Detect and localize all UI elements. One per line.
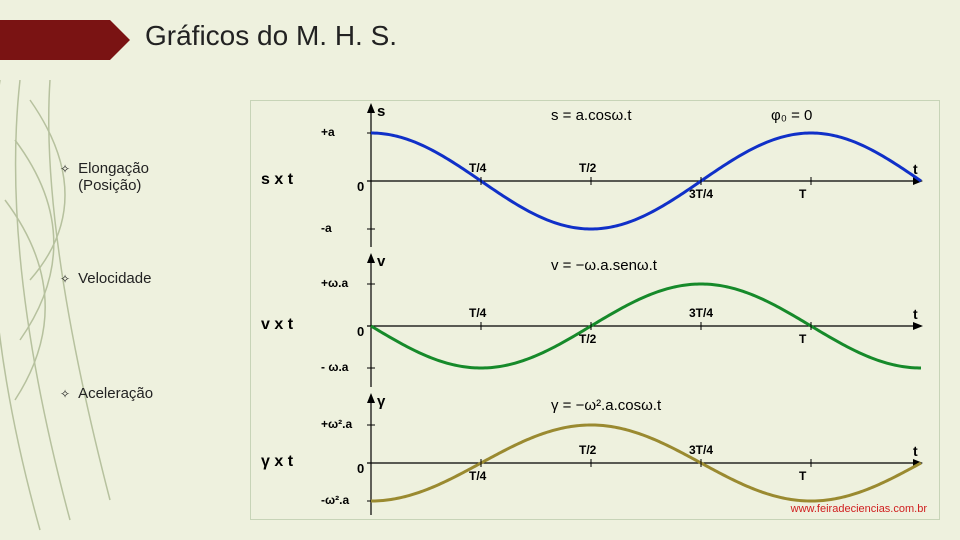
y-axis-label: s	[377, 103, 385, 120]
chart-position: s +a -a 0 s x t s = a.cosω.t φ₀ = 0 t T/4 T/2 3T/4…	[251, 101, 939, 251]
xtick-label: T	[799, 187, 806, 201]
y-minus-label: - ω.a	[321, 360, 348, 374]
xtick-label: T/4	[469, 161, 486, 175]
bullet-marker-icon: ✧	[60, 270, 70, 288]
chart-ylabel: γ x t	[261, 453, 293, 471]
zero-label: 0	[357, 324, 364, 339]
t-axis-label: t	[913, 443, 918, 459]
bullet-marker-icon: ✧	[60, 385, 70, 403]
bullet-label: Velocidade	[78, 270, 151, 287]
y-plus-label: +ω².a	[321, 417, 352, 431]
charts-panel: s +a -a 0 s x t s = a.cosω.t φ₀ = 0 t T/4 T/2 3T/4…	[250, 100, 940, 520]
bullet-aceleracao: ✧ Aceleração	[60, 385, 153, 403]
equation-label: v = −ω.a.senω.t	[551, 257, 657, 274]
t-axis-label: t	[913, 161, 918, 177]
zero-label: 0	[357, 461, 364, 476]
chart-acceleration: γ +ω².a -ω².a 0 γ x t γ = −ω².a.cosω.t t T/4 T/2…	[251, 391, 939, 519]
t-axis-label: t	[913, 306, 918, 322]
slide-title: Gráficos do M. H. S.	[145, 20, 397, 52]
bullet-label: Aceleração	[78, 385, 153, 402]
y-axis-label: v	[377, 253, 385, 270]
y-plus-label: +a	[321, 125, 335, 139]
xtick-label: T/2	[579, 161, 596, 175]
xtick-label: T	[799, 332, 806, 346]
chart-ylabel: s x t	[261, 171, 293, 189]
bullet-elongacao: ✧ Elongação (Posição)	[60, 160, 149, 194]
equation-label: γ = −ω².a.cosω.t	[551, 397, 661, 414]
bullet-sublabel: (Posição)	[78, 177, 141, 194]
y-minus-label: -ω².a	[321, 493, 349, 507]
xtick-label: 3T/4	[689, 187, 713, 201]
phase-label: φ₀ = 0	[771, 107, 812, 124]
equation-label: s = a.cosω.t	[551, 107, 632, 124]
xtick-label: 3T/4	[689, 306, 713, 320]
chart-velocity: v +ω.a - ω.a 0 v x t v = −ω.a.senω.t t T/4 T/2 3T…	[251, 251, 939, 391]
zero-label: 0	[357, 179, 364, 194]
y-minus-label: -a	[321, 221, 332, 235]
y-plus-label: +ω.a	[321, 276, 348, 290]
xtick-label: T/2	[579, 332, 596, 346]
xtick-label: T/4	[469, 306, 486, 320]
leaf-decoration	[0, 80, 180, 540]
xtick-label: 3T/4	[689, 443, 713, 457]
chart-ylabel: v x t	[261, 316, 293, 334]
y-axis-label: γ	[377, 393, 385, 410]
xtick-label: T/2	[579, 443, 596, 457]
bullet-label: Elongação	[78, 160, 149, 177]
bullet-marker-icon: ✧	[60, 160, 70, 178]
title-banner	[0, 20, 130, 60]
watermark-link: www.feiradeciencias.com.br	[791, 503, 927, 515]
xtick-label: T	[799, 469, 806, 483]
xtick-label: T/4	[469, 469, 486, 483]
bullet-velocidade: ✧ Velocidade	[60, 270, 151, 288]
